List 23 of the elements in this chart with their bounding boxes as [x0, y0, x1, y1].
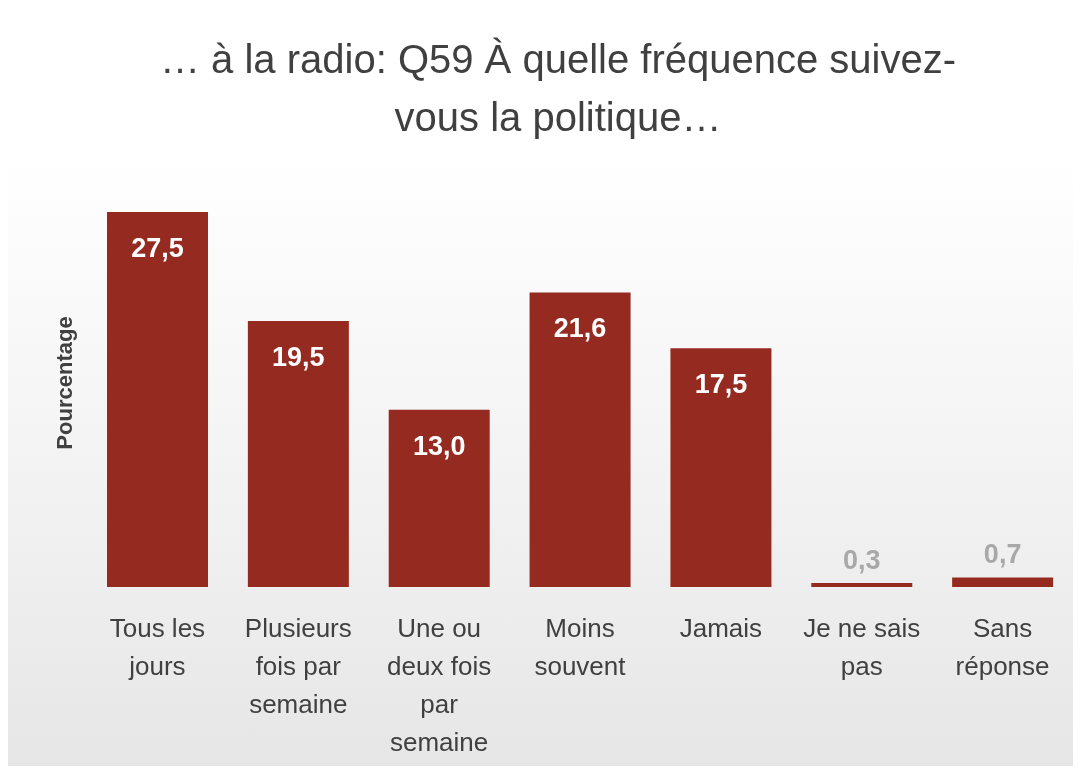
bar	[952, 577, 1054, 587]
bar	[107, 212, 208, 587]
x-tick-label: Tous les jours	[109, 613, 206, 681]
data-label: 27,5	[131, 233, 184, 263]
data-label: 0,7	[983, 539, 1022, 570]
data-label: 21,6	[553, 313, 607, 344]
x-tick-label: Moins souvent	[534, 613, 627, 681]
x-tick-label: Une ou deux fois par semaine	[387, 613, 492, 757]
bar	[670, 348, 772, 587]
data-label: 19,5	[272, 342, 325, 373]
x-tick-label: Jamais	[679, 613, 763, 643]
data-label: 13,0	[412, 430, 466, 461]
x-tick-label: Je ne sais pas	[803, 613, 921, 681]
data-label: 0,3	[843, 544, 881, 575]
bar	[247, 321, 349, 587]
bar	[529, 292, 631, 587]
chart-title: … à la radio: Q59 À quelle fréquence suivez-vous la politique…	[159, 36, 957, 141]
x-tick-label: Plusieurs fois par semaine	[244, 613, 352, 719]
y-axis-title: Pourcentage	[52, 316, 78, 450]
bar	[388, 409, 490, 587]
bar	[811, 582, 913, 587]
data-label: 17,5	[694, 369, 748, 400]
x-tick-label: Sans réponse	[955, 613, 1050, 681]
